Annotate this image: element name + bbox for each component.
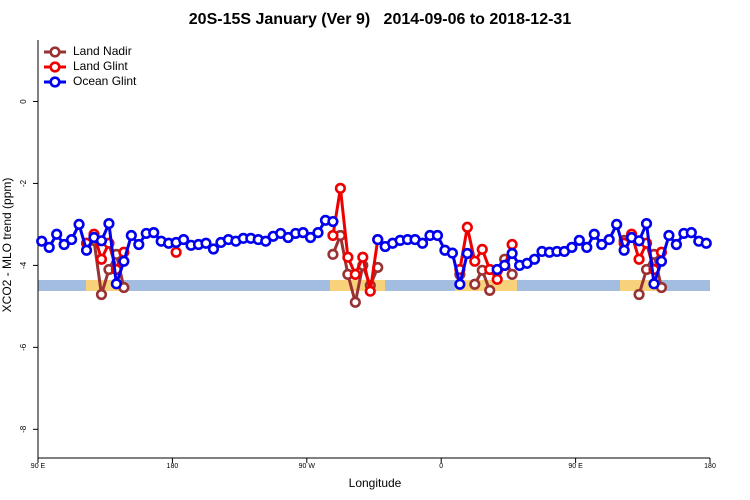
x-tick-label: 180: [704, 463, 716, 470]
point: [685, 227, 697, 239]
point: [200, 237, 212, 249]
point: [95, 288, 108, 301]
y-tick-label: 0: [19, 99, 28, 104]
y-tick-label: -4: [19, 261, 28, 269]
point: [58, 238, 70, 251]
point: [603, 233, 615, 246]
point: [506, 268, 518, 281]
point: [125, 229, 137, 242]
legend-marker: [49, 76, 61, 88]
point: [633, 235, 645, 247]
legend-marker: [49, 46, 61, 58]
point: [80, 244, 93, 256]
point: [454, 278, 466, 290]
x-tick-label: 90 E: [568, 463, 583, 470]
point: [446, 247, 459, 259]
point: [372, 233, 384, 246]
land-patch: [620, 280, 660, 291]
point: [73, 218, 85, 231]
point: [670, 238, 683, 251]
point: [648, 278, 660, 290]
point: [506, 238, 518, 251]
point: [349, 268, 361, 281]
series-line: [496, 217, 707, 285]
point: [118, 255, 130, 267]
point: [304, 231, 317, 244]
point: [633, 288, 645, 301]
point: [581, 241, 593, 253]
point: [566, 241, 578, 253]
point: [611, 218, 623, 231]
legend-label: Ocean Glint: [73, 74, 137, 88]
y-tick-label: -2: [19, 179, 28, 187]
point: [499, 259, 511, 271]
point: [178, 233, 190, 246]
point: [357, 251, 369, 263]
point: [207, 243, 220, 255]
point: [476, 243, 488, 256]
point: [484, 284, 496, 296]
x-tick-label: 90 E: [31, 463, 46, 470]
point: [588, 228, 600, 240]
point: [327, 248, 339, 260]
point: [43, 241, 55, 253]
point: [327, 215, 339, 228]
point: [170, 246, 182, 258]
x-tick-label: 90 W: [299, 463, 316, 470]
point: [528, 253, 541, 265]
y-axis-label: XCO2 - MLO trend (ppm): [0, 178, 14, 313]
point: [663, 229, 675, 242]
point: [491, 273, 503, 285]
point: [640, 217, 653, 230]
point: [36, 235, 48, 247]
point: [133, 238, 145, 251]
point: [103, 217, 115, 230]
point: [618, 244, 630, 256]
x-axis-label: Longitude: [349, 476, 402, 490]
point: [416, 237, 429, 249]
point: [260, 235, 272, 247]
point: [95, 253, 108, 265]
legend-marker: [49, 61, 61, 73]
point: [148, 227, 160, 239]
point: [51, 228, 63, 240]
point: [364, 285, 376, 297]
point: [461, 247, 473, 260]
land-patch: [455, 280, 517, 291]
point: [700, 237, 712, 249]
x-tick-label: 0: [439, 463, 443, 470]
point: [573, 234, 585, 246]
legend-label: Land Nadir: [73, 44, 132, 58]
point: [65, 233, 78, 246]
point: [655, 255, 668, 267]
y-tick-label: -6: [19, 343, 28, 351]
point: [342, 251, 354, 263]
chart-title: 20S-15S January (Ver 9) 2014-09-06 to 20…: [189, 11, 572, 28]
point: [312, 227, 324, 239]
point: [349, 296, 361, 308]
point: [461, 221, 473, 233]
point: [327, 229, 339, 242]
point: [596, 238, 608, 251]
legend-label: Land Glint: [73, 59, 128, 73]
point: [633, 253, 645, 265]
point: [469, 278, 481, 290]
x-tick-label: 180: [167, 463, 179, 470]
point: [469, 255, 481, 267]
y-tick-label: -8: [19, 425, 28, 433]
point: [110, 278, 122, 290]
point: [297, 227, 309, 239]
point: [95, 235, 108, 247]
point: [506, 247, 518, 260]
point: [431, 229, 444, 242]
point: [334, 182, 347, 194]
